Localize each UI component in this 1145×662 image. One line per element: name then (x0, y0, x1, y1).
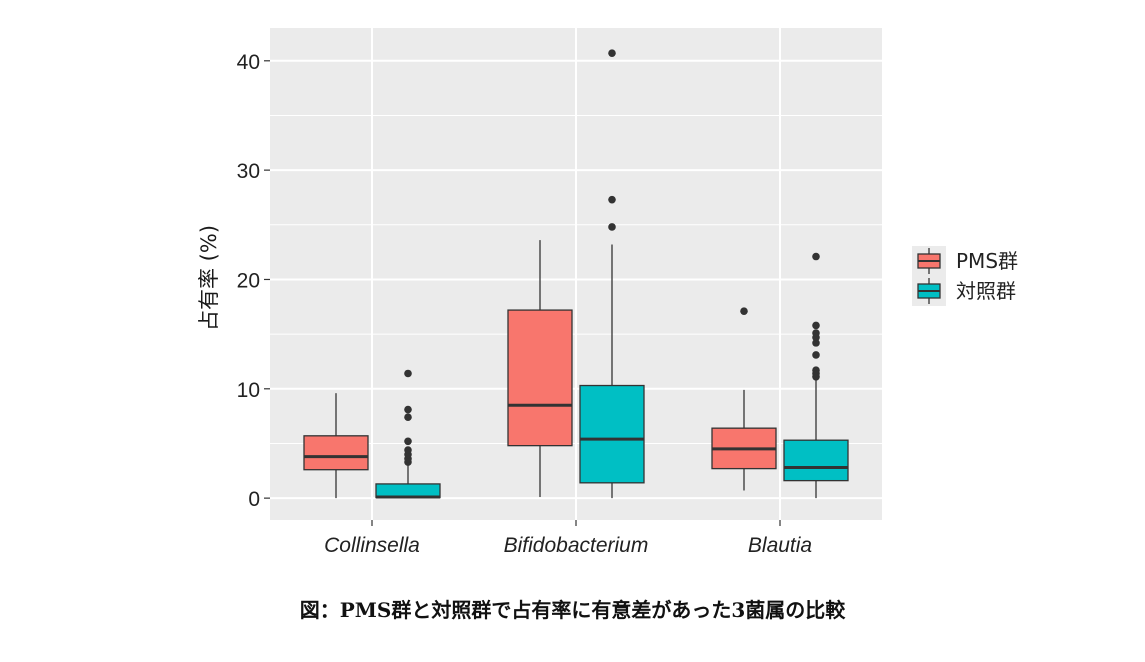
outlier-point (608, 195, 616, 204)
y-tick-label: 0 (248, 488, 260, 511)
box-collinsella-0 (303, 393, 369, 499)
outlier-point (404, 369, 412, 378)
outlier-point (404, 446, 412, 454)
outlier-point (812, 321, 820, 330)
x-axis: Collinsella Bifidobacterium Blautia (324, 520, 812, 557)
outlier-point (740, 307, 748, 315)
legend-label: 対照群 (956, 279, 1016, 303)
box-layer (303, 49, 849, 499)
y-tick-label: 20 (237, 269, 260, 292)
outlier-point (404, 413, 412, 422)
boxplot-chart: 0 10 20 30 40 Collinsella Bifidobacterium Blau… (197, 28, 1018, 557)
outlier-point (812, 366, 820, 375)
y-tick-label: 30 (237, 160, 260, 183)
box-blautia-0 (711, 307, 777, 491)
y-axis: 0 10 20 30 40 (237, 51, 270, 511)
box-bifidobacterium-1 (579, 49, 645, 499)
box-iqr (375, 483, 441, 499)
box-bifidobacterium-0 (507, 240, 573, 498)
outlier-point (812, 252, 820, 261)
outlier-point (404, 405, 412, 414)
y-tick-label: 40 (237, 51, 260, 74)
box-blautia-1 (783, 252, 849, 499)
legend-label: PMS群 (956, 249, 1018, 273)
x-tick-label: Blautia (748, 534, 812, 557)
major-gridlines (270, 28, 882, 520)
x-tick-label: Collinsella (324, 534, 420, 557)
outlier-point (812, 339, 820, 347)
y-tick-label: 10 (237, 379, 260, 402)
box-collinsella-1 (375, 369, 441, 499)
box-iqr (783, 439, 849, 482)
x-tick-label: Bifidobacterium (504, 534, 649, 557)
figure-caption: 図：PMS群と対照群で占有率に有意差があった3菌属の比較 (299, 598, 846, 622)
outlier-point (812, 351, 820, 359)
box-iqr (303, 435, 369, 471)
outlier-point (608, 223, 616, 231)
box-iqr (507, 309, 573, 447)
outlier-point (404, 437, 412, 446)
y-axis-label: 占有率 (%) (197, 225, 221, 331)
outlier-point (608, 49, 616, 57)
box-iqr (579, 384, 645, 484)
outlier-point (812, 329, 820, 337)
